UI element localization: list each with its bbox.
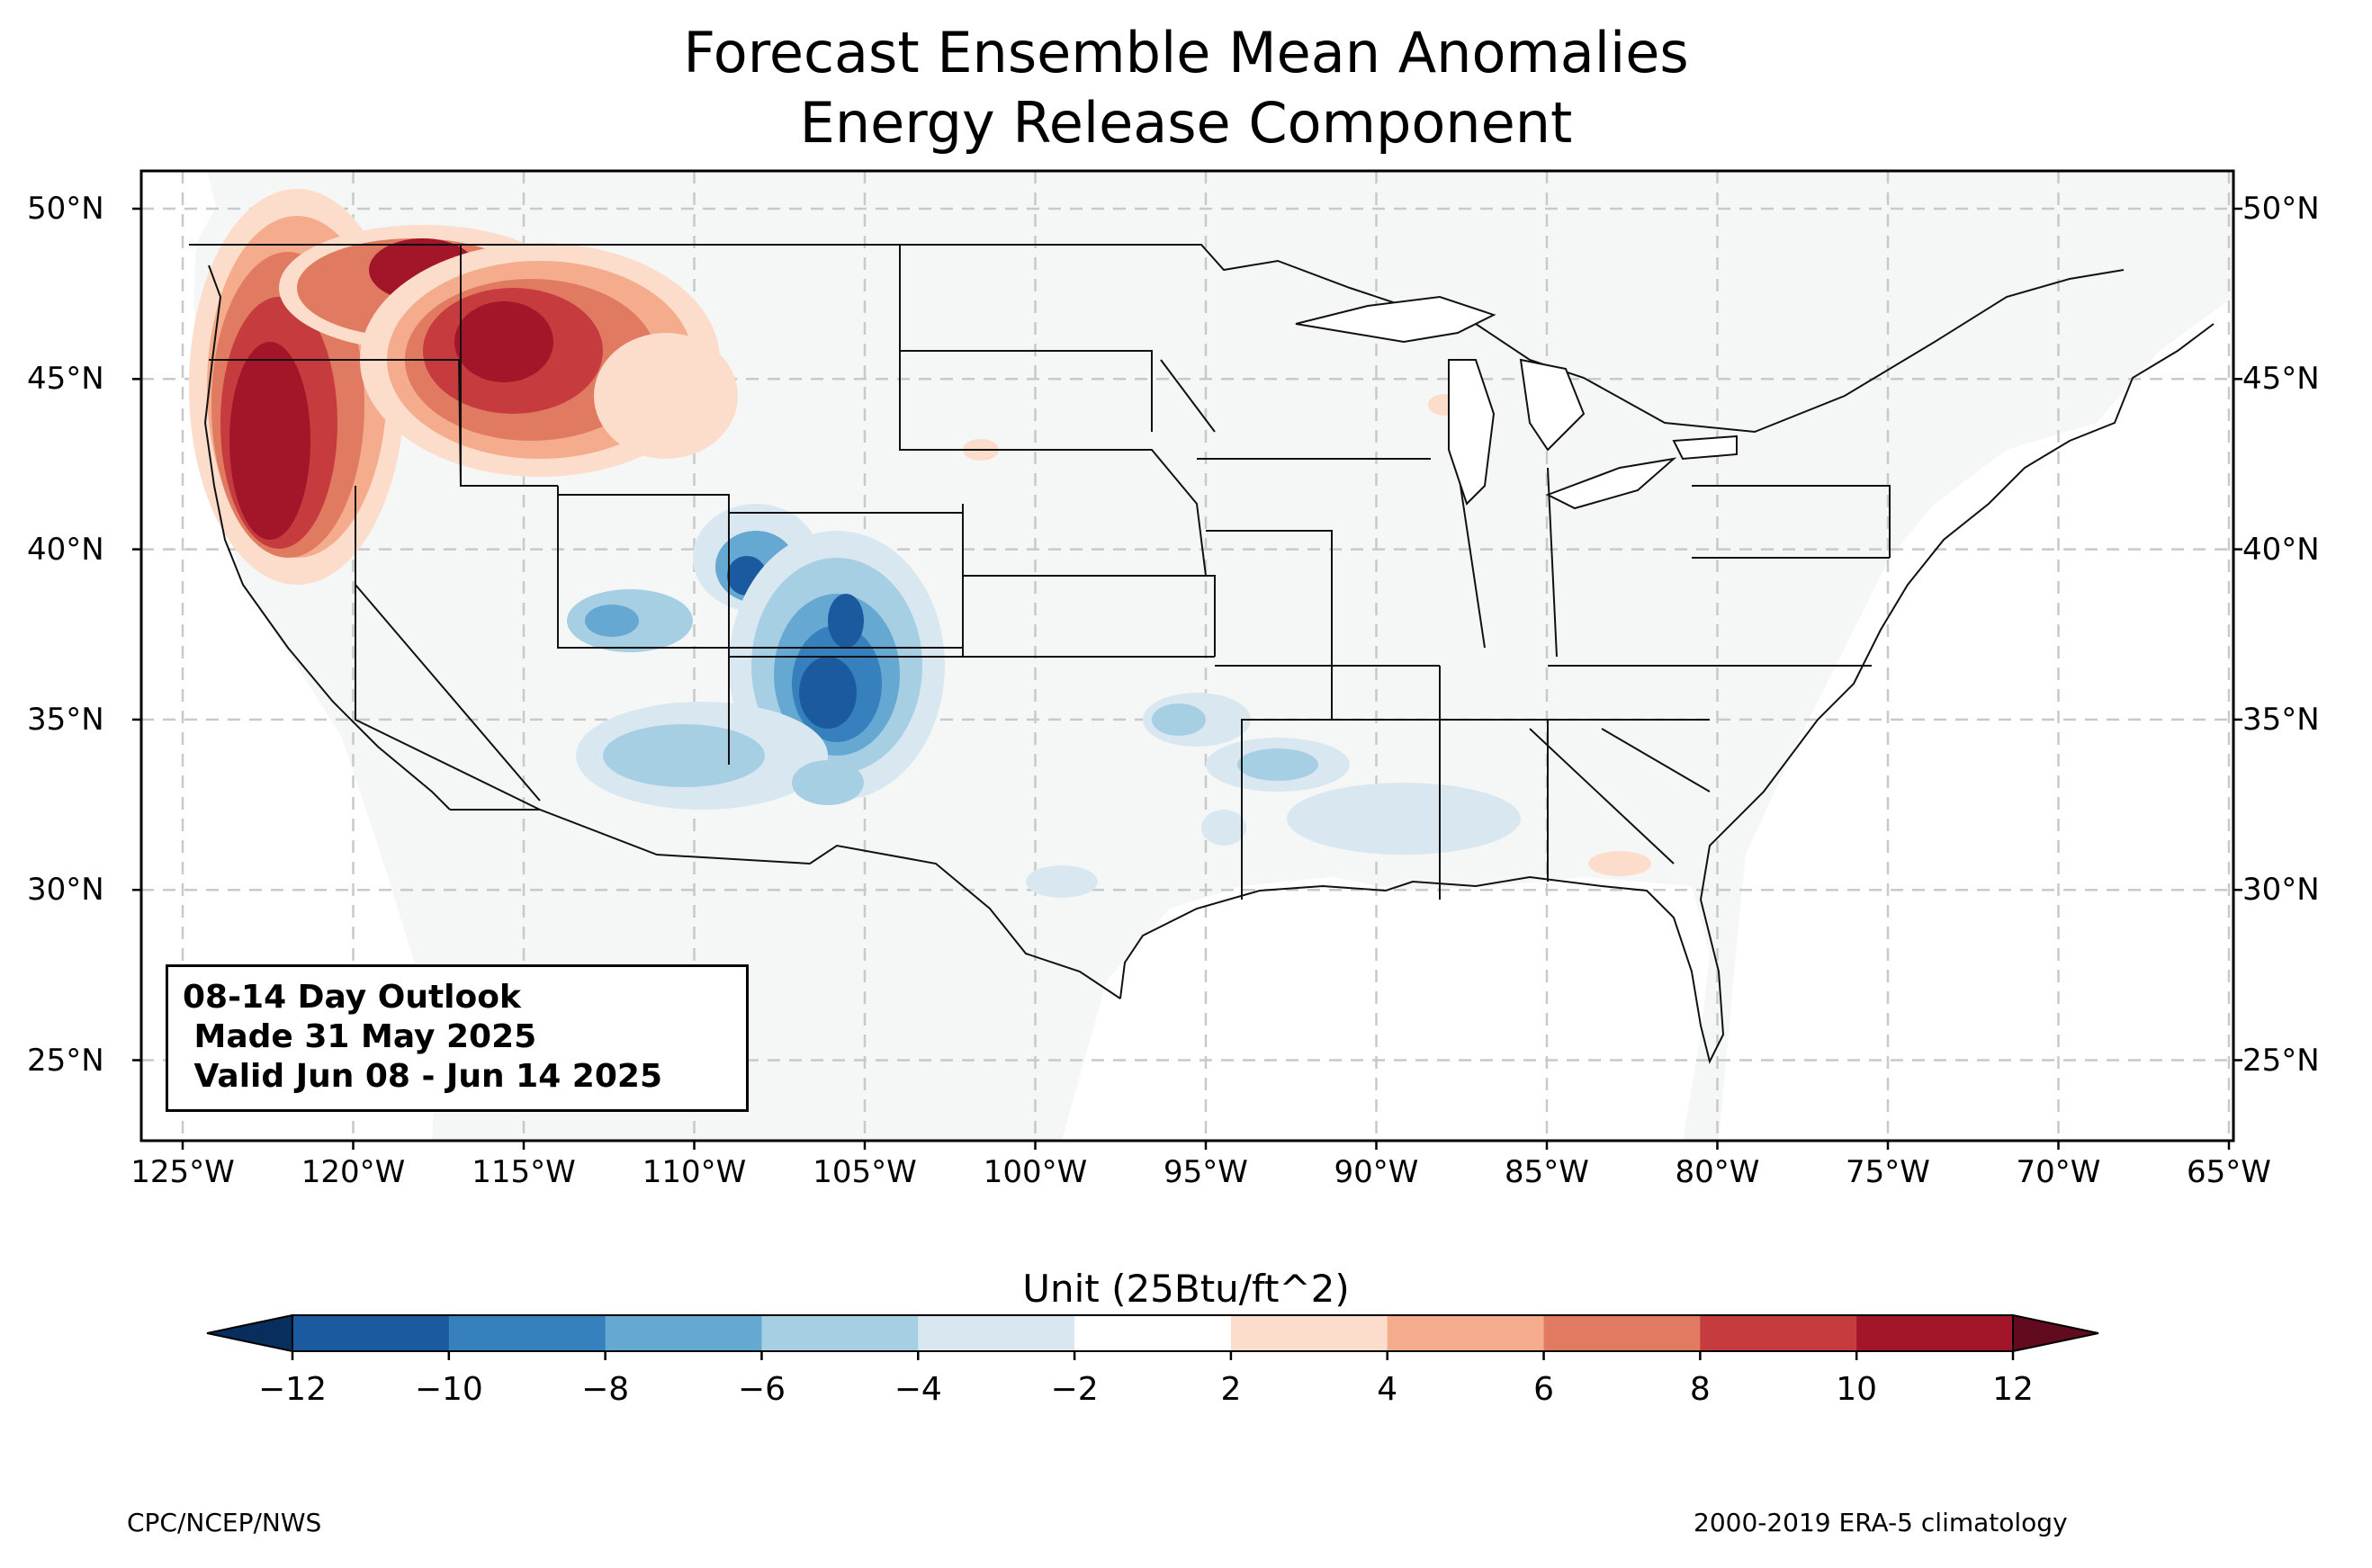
colorbar-tick-label: 4	[1377, 1371, 1398, 1408]
outlook-info-box: 08-14 Day Outlook Made 31 May 2025 Valid…	[166, 964, 749, 1112]
mexico-us-border	[450, 809, 1121, 999]
colorbar-bin	[1700, 1315, 1857, 1351]
colorbar-tick-label: −12	[258, 1371, 327, 1408]
lon-label: 85°W	[1505, 1154, 1589, 1190]
lon-label: 70°W	[2016, 1154, 2101, 1190]
map-frame	[139, 169, 2235, 1142]
colorbar-tick-label: 8	[1689, 1371, 1711, 1408]
great-lakes	[1295, 295, 1738, 510]
chart-title-line2: Energy Release Component	[799, 90, 1573, 156]
lon-label: 100°W	[983, 1154, 1088, 1190]
anomaly-contour	[594, 333, 738, 459]
colorbar-tick-label: 10	[1836, 1371, 1878, 1408]
lon-label: 105°W	[813, 1154, 917, 1190]
colorbar	[206, 1313, 2099, 1360]
colorbar-bin	[1230, 1315, 1388, 1351]
lat-label-left: 30°N	[27, 872, 104, 909]
anomaly-contour	[1588, 851, 1651, 876]
anomaly-contour	[1201, 810, 1246, 846]
lat-label-left: 50°N	[27, 191, 104, 227]
pacific-ocean	[141, 171, 450, 1141]
atlantic-ocean	[1719, 297, 2233, 1141]
anomaly-contour	[603, 724, 765, 787]
lake-ontario	[1672, 435, 1738, 461]
colorbar-frame	[292, 1314, 2014, 1352]
colorbar-bin	[1856, 1315, 2014, 1351]
us-coastline	[203, 264, 2215, 1064]
chart-title-line1: Forecast Ensemble Mean Anomalies	[683, 20, 1689, 85]
lon-label: 90°W	[1334, 1154, 1419, 1190]
colorbar-bin	[448, 1315, 606, 1351]
lat-label-right: 50°N	[2242, 191, 2320, 227]
lake-superior	[1295, 295, 1496, 344]
lon-label: 125°W	[130, 1154, 235, 1190]
colorbar-bin	[1387, 1315, 1545, 1351]
lake-erie	[1545, 457, 1677, 510]
anomaly-contour	[585, 605, 639, 637]
lon-label: 115°W	[472, 1154, 576, 1190]
anomaly-contour	[454, 301, 553, 382]
anomaly-contour	[1026, 865, 1098, 898]
lat-label-left: 25°N	[27, 1042, 104, 1079]
colorbar-bin	[1543, 1315, 1701, 1351]
footer-climatology: 2000-2019 ERA-5 climatology	[1694, 1508, 2068, 1537]
lat-label-left: 45°N	[27, 361, 104, 398]
colorbar-over-arrow	[2012, 1313, 2099, 1353]
lon-label: 120°W	[301, 1154, 406, 1190]
colorbar-tick-label: −2	[1050, 1371, 1099, 1408]
colorbar-tick-label: 12	[1992, 1371, 2034, 1408]
colorbar-title: Unit (25Btu/ft^2)	[1022, 1267, 1350, 1311]
anomaly-contours	[189, 189, 1651, 898]
colorbar-bin	[1074, 1315, 1232, 1351]
colorbar-tick-label: 6	[1533, 1371, 1554, 1408]
lat-label-left: 40°N	[27, 531, 104, 568]
colorbar-tick-label: −8	[581, 1371, 630, 1408]
anomaly-contour	[1287, 783, 1521, 855]
lon-label: 80°W	[1675, 1154, 1760, 1190]
anomaly-contour	[792, 760, 864, 805]
lat-label-right: 40°N	[2242, 531, 2320, 568]
colorbar-bin	[761, 1315, 919, 1351]
lon-label: 65°W	[2187, 1154, 2271, 1190]
lat-label-left: 35°N	[27, 701, 104, 738]
anomaly-contour	[1237, 748, 1318, 781]
lat-label-right: 25°N	[2242, 1042, 2320, 1079]
colorbar-tick-label: −6	[737, 1371, 786, 1408]
lon-label: 95°W	[1164, 1154, 1248, 1190]
colorbar-tick-label: −10	[414, 1371, 483, 1408]
colorbar-tick-label: 2	[1220, 1371, 1242, 1408]
lake-michigan	[1448, 359, 1496, 506]
colorbar-under-arrow	[206, 1313, 293, 1353]
anomaly-contour	[799, 657, 857, 729]
outlook-period: 08-14 Day Outlook	[183, 979, 521, 1016]
anomaly-contour	[828, 594, 864, 648]
lon-label: 75°W	[1846, 1154, 1930, 1190]
colorbar-bin	[292, 1315, 450, 1351]
lat-label-right: 45°N	[2242, 361, 2320, 398]
anomaly-contour	[229, 342, 310, 540]
lat-label-right: 30°N	[2242, 872, 2320, 909]
footer-source: CPC/NCEP/NWS	[127, 1508, 322, 1537]
lat-label-right: 35°N	[2242, 701, 2320, 738]
colorbar-tick-label: −4	[894, 1371, 942, 1408]
gulf-of-mexico	[1062, 877, 1710, 1141]
anomaly-contour	[1152, 703, 1206, 736]
made-date: Made 31 May 2025	[183, 1018, 537, 1055]
colorbar-bin	[605, 1315, 762, 1351]
colorbar-bin	[918, 1315, 1075, 1351]
state-lines	[209, 245, 1891, 900]
lake-huron	[1519, 358, 1586, 452]
lon-label: 110°W	[642, 1154, 747, 1190]
valid-dates: Valid Jun 08 - Jun 14 2025	[183, 1058, 663, 1095]
